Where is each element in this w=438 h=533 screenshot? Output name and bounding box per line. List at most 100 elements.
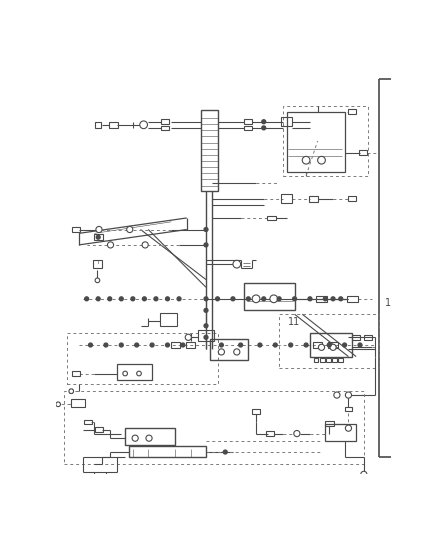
Circle shape [135,343,138,347]
Bar [72,227,80,232]
Bar [95,122,101,128]
Circle shape [69,389,74,393]
Circle shape [181,343,185,347]
Bar [339,359,343,362]
Circle shape [327,343,331,347]
Circle shape [218,349,225,355]
Bar [93,260,102,268]
Circle shape [104,343,108,347]
Circle shape [132,435,138,441]
Circle shape [146,435,152,441]
Circle shape [273,343,277,347]
Circle shape [166,343,170,347]
Bar [129,446,206,457]
Bar [244,119,252,124]
Circle shape [154,297,158,301]
Circle shape [252,295,260,303]
Circle shape [323,297,327,301]
Circle shape [123,371,127,376]
Bar [283,106,367,175]
Circle shape [308,297,312,301]
Circle shape [177,297,181,301]
Bar [198,330,214,341]
Circle shape [96,235,100,239]
Circle shape [215,297,219,301]
Circle shape [247,297,250,301]
Bar [282,117,292,126]
Circle shape [270,295,278,303]
Bar [332,359,337,362]
Circle shape [331,297,335,301]
Bar [170,342,180,348]
Circle shape [85,297,88,301]
Circle shape [339,297,343,301]
Circle shape [107,242,113,248]
Bar [71,399,85,407]
Circle shape [120,297,123,301]
Bar [325,424,356,441]
Circle shape [334,392,340,398]
Bar [282,194,292,203]
Circle shape [294,431,300,437]
Circle shape [262,120,266,124]
Circle shape [343,343,346,347]
Circle shape [361,471,367,478]
Bar [349,196,356,201]
Circle shape [95,278,100,282]
Circle shape [346,425,352,431]
Bar [314,359,318,362]
Circle shape [233,260,240,268]
Circle shape [239,343,243,347]
Bar [95,427,103,432]
Bar [109,122,118,128]
Bar [352,335,360,340]
Bar [326,359,331,362]
Circle shape [318,344,325,350]
Bar [64,391,364,464]
Bar [359,150,367,155]
Bar [328,342,338,348]
Bar [252,408,260,414]
Circle shape [231,297,235,301]
Text: 1: 1 [385,297,392,308]
Circle shape [142,297,146,301]
Circle shape [289,343,293,347]
Circle shape [358,343,362,347]
Bar [186,342,195,348]
Bar [267,216,276,220]
Circle shape [137,371,141,376]
Circle shape [150,343,154,347]
Circle shape [204,324,208,328]
Circle shape [108,297,112,301]
Bar [313,342,322,348]
Bar [72,371,80,376]
Circle shape [318,156,325,164]
Bar [125,428,175,445]
Bar [161,119,169,124]
Circle shape [277,297,281,301]
Circle shape [204,309,208,312]
Bar [309,196,318,202]
Bar [364,335,371,340]
Bar [67,334,218,384]
Circle shape [142,242,148,248]
Bar [287,112,345,172]
Bar [310,334,352,357]
Text: T: T [96,260,99,265]
Bar [244,126,252,130]
Bar [244,284,294,310]
Circle shape [131,297,135,301]
Circle shape [185,334,191,341]
Bar [347,296,358,302]
Circle shape [204,228,208,231]
Circle shape [56,402,60,407]
Bar [345,407,352,411]
Circle shape [120,343,123,347]
Circle shape [258,343,262,347]
Circle shape [96,227,102,232]
Bar [160,313,177,326]
Bar [85,419,92,424]
Circle shape [223,450,227,454]
Bar [279,314,379,368]
Bar [320,359,325,362]
